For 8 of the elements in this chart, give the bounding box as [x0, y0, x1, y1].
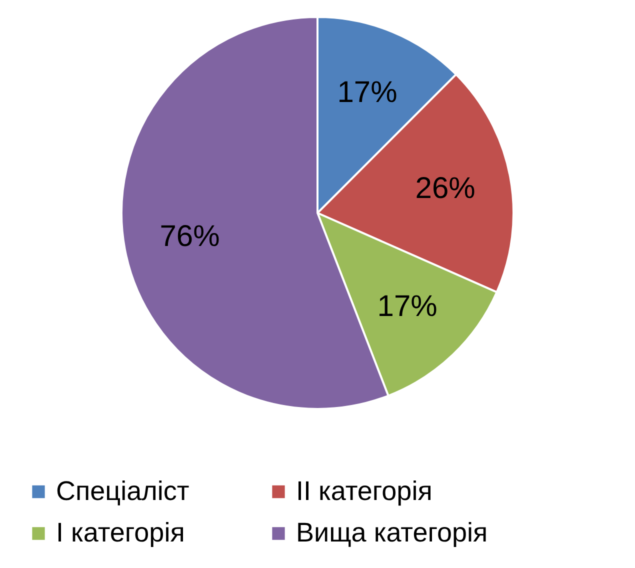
legend-label: II категорія: [296, 476, 432, 506]
legend-label: Спеціаліст: [56, 476, 190, 506]
data-label: 17%: [377, 290, 438, 324]
legend-label: Вища категорія: [296, 518, 488, 548]
data-label: 76%: [160, 220, 220, 253]
data-label: 26%: [415, 172, 476, 206]
data-label: 17%: [337, 76, 398, 109]
legend-label: I категорія: [56, 518, 185, 548]
